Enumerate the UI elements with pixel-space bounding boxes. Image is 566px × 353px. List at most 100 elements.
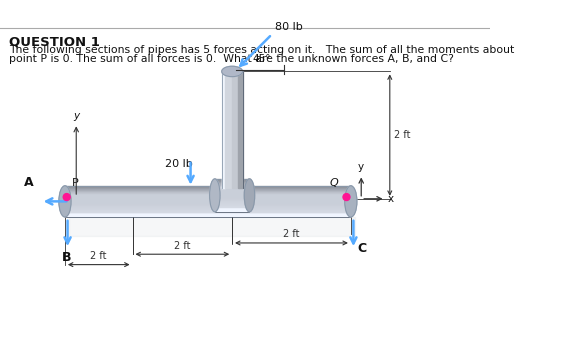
- Polygon shape: [215, 209, 250, 210]
- Text: 2 ft: 2 ft: [91, 251, 107, 261]
- Polygon shape: [65, 210, 351, 211]
- Polygon shape: [215, 184, 250, 185]
- Polygon shape: [215, 186, 250, 187]
- Polygon shape: [215, 197, 250, 198]
- Ellipse shape: [345, 186, 357, 217]
- Polygon shape: [65, 187, 351, 188]
- Text: P: P: [72, 178, 79, 189]
- Text: QUESTION 1: QUESTION 1: [8, 36, 100, 49]
- Polygon shape: [215, 200, 250, 201]
- Polygon shape: [65, 192, 351, 193]
- Polygon shape: [231, 71, 232, 189]
- Polygon shape: [215, 207, 250, 208]
- Polygon shape: [65, 200, 351, 201]
- Ellipse shape: [222, 66, 243, 77]
- Ellipse shape: [59, 186, 71, 217]
- Polygon shape: [65, 196, 351, 197]
- Polygon shape: [65, 191, 351, 192]
- Polygon shape: [215, 179, 250, 180]
- Polygon shape: [65, 199, 351, 200]
- Polygon shape: [65, 211, 351, 212]
- Circle shape: [343, 193, 350, 201]
- Polygon shape: [215, 188, 250, 189]
- Polygon shape: [65, 216, 351, 217]
- Polygon shape: [215, 196, 250, 197]
- Text: C: C: [357, 242, 366, 255]
- Polygon shape: [215, 182, 250, 183]
- Polygon shape: [215, 204, 250, 205]
- Polygon shape: [215, 206, 250, 207]
- Polygon shape: [229, 71, 230, 189]
- Polygon shape: [215, 191, 250, 192]
- Text: 20 lb: 20 lb: [165, 159, 192, 169]
- Polygon shape: [65, 208, 351, 209]
- Polygon shape: [240, 71, 241, 189]
- Text: The following sections of pipes has 5 forces acting on it.   The sum of all the : The following sections of pipes has 5 fo…: [8, 46, 514, 55]
- Polygon shape: [215, 194, 250, 195]
- Polygon shape: [215, 198, 250, 199]
- Polygon shape: [223, 71, 224, 189]
- Polygon shape: [233, 71, 234, 189]
- Polygon shape: [235, 71, 237, 189]
- Polygon shape: [215, 195, 250, 196]
- Polygon shape: [65, 215, 351, 216]
- Polygon shape: [65, 205, 351, 206]
- Text: A: A: [24, 176, 33, 189]
- Polygon shape: [241, 71, 242, 189]
- Polygon shape: [65, 198, 351, 199]
- Polygon shape: [65, 197, 351, 198]
- Polygon shape: [65, 213, 351, 214]
- Text: B: B: [62, 251, 72, 264]
- Text: 2 ft: 2 ft: [394, 130, 411, 140]
- Polygon shape: [65, 203, 351, 204]
- Text: point P is 0. The sum of all forces is 0.  What are the unknown forces A, B, and: point P is 0. The sum of all forces is 0…: [8, 54, 453, 64]
- Polygon shape: [215, 203, 250, 204]
- Polygon shape: [65, 186, 351, 187]
- Polygon shape: [65, 195, 351, 196]
- Polygon shape: [224, 71, 225, 189]
- Circle shape: [63, 193, 70, 201]
- Ellipse shape: [209, 179, 220, 212]
- Polygon shape: [228, 71, 229, 189]
- Polygon shape: [237, 71, 238, 189]
- Polygon shape: [65, 212, 351, 213]
- Polygon shape: [65, 193, 351, 195]
- Polygon shape: [65, 202, 351, 203]
- Text: y: y: [73, 111, 79, 121]
- Text: 2 ft: 2 ft: [174, 241, 191, 251]
- Text: 80 lb: 80 lb: [275, 23, 302, 32]
- Polygon shape: [215, 181, 250, 182]
- Text: x: x: [388, 194, 394, 204]
- Polygon shape: [225, 71, 226, 189]
- Polygon shape: [232, 71, 233, 189]
- Polygon shape: [65, 206, 351, 207]
- Polygon shape: [65, 188, 351, 189]
- Polygon shape: [215, 193, 250, 194]
- Polygon shape: [65, 201, 351, 202]
- Polygon shape: [222, 71, 223, 189]
- Polygon shape: [65, 204, 351, 205]
- Polygon shape: [215, 180, 250, 181]
- Polygon shape: [234, 71, 235, 189]
- Polygon shape: [65, 207, 351, 208]
- Polygon shape: [215, 208, 250, 209]
- Polygon shape: [65, 189, 351, 190]
- Text: Q: Q: [329, 178, 338, 189]
- Polygon shape: [238, 71, 239, 189]
- Polygon shape: [215, 210, 250, 211]
- Text: y: y: [358, 162, 365, 172]
- Polygon shape: [215, 192, 250, 193]
- Text: 45°: 45°: [252, 54, 271, 64]
- Polygon shape: [226, 71, 228, 189]
- Polygon shape: [65, 214, 351, 215]
- Polygon shape: [65, 190, 351, 191]
- Polygon shape: [215, 201, 250, 202]
- Polygon shape: [215, 187, 250, 188]
- Polygon shape: [215, 185, 250, 186]
- Polygon shape: [65, 209, 351, 210]
- Polygon shape: [239, 71, 240, 189]
- Polygon shape: [215, 199, 250, 200]
- Polygon shape: [215, 189, 250, 190]
- Polygon shape: [215, 202, 250, 203]
- Polygon shape: [242, 71, 243, 189]
